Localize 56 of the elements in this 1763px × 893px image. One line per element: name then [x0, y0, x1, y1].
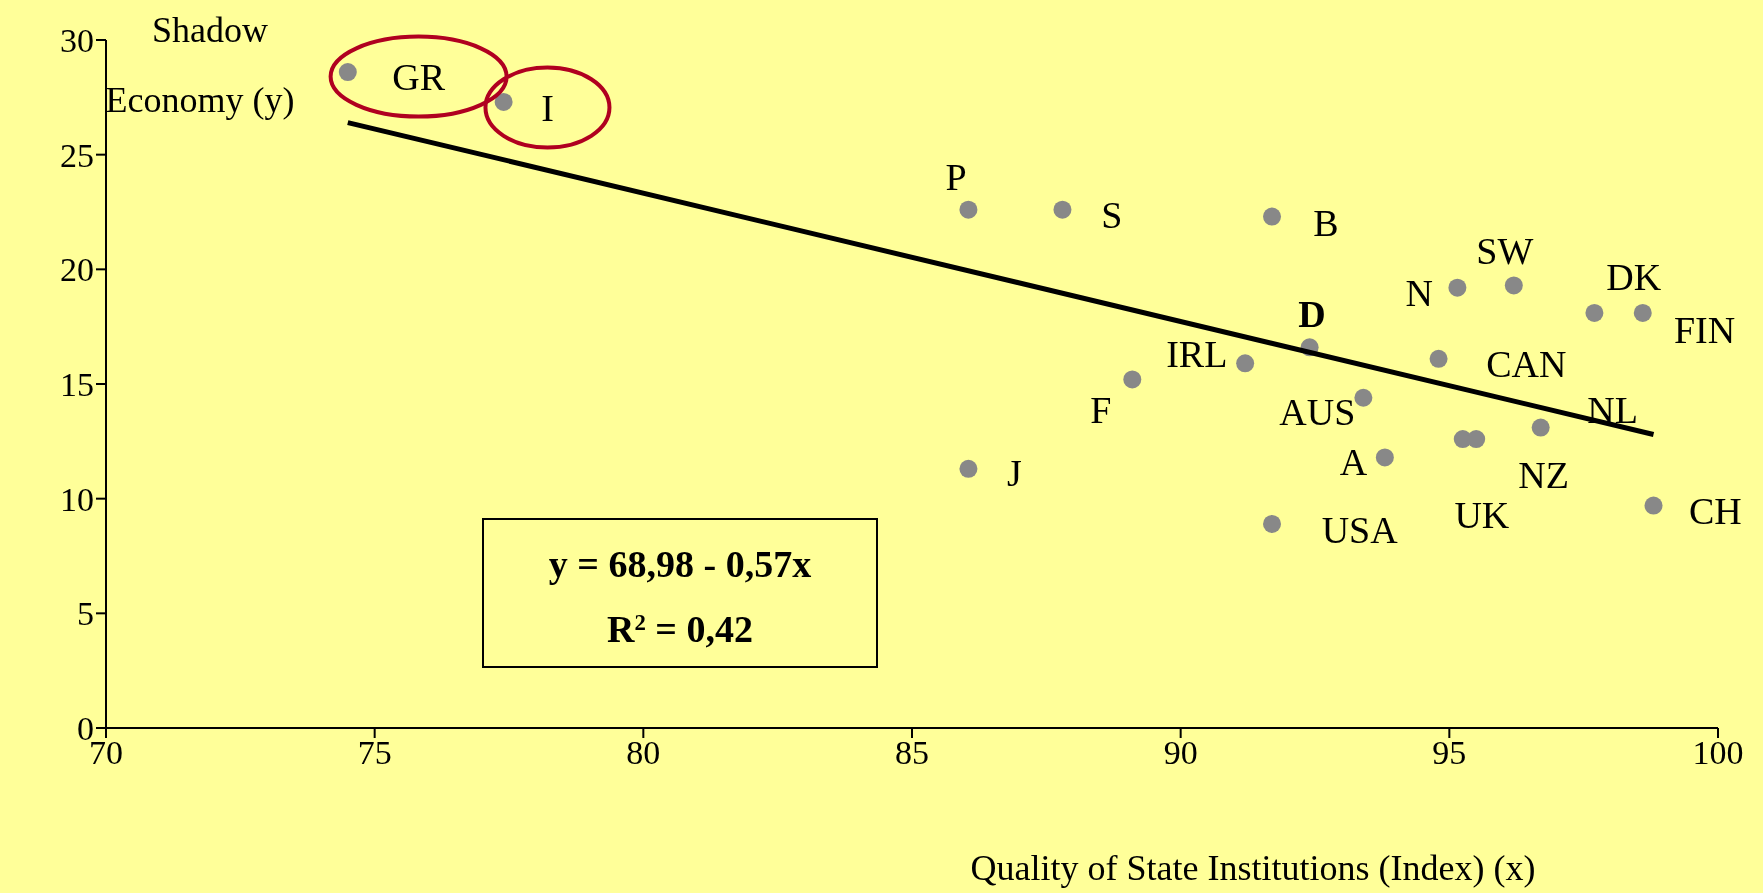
annotation: UK	[1454, 494, 1510, 537]
annotation: N	[1405, 272, 1433, 315]
point	[1531, 418, 1550, 437]
point	[1263, 207, 1282, 226]
x-tick-label: 90	[1163, 734, 1198, 772]
point	[1448, 278, 1467, 297]
y-axis-title: Shadow Economy (y)	[105, 10, 295, 120]
point	[1123, 370, 1142, 389]
x-tick-label: 95	[1432, 734, 1467, 772]
annotation: NZ	[1518, 454, 1569, 497]
annotation: USA	[1321, 508, 1399, 551]
y-tick-label: 20	[60, 251, 94, 289]
point	[1585, 303, 1604, 322]
x-tick-label: 100	[1692, 734, 1744, 772]
point	[1504, 276, 1523, 295]
annotation: D	[1298, 292, 1326, 335]
annotation: I	[541, 86, 554, 129]
y-tick-label: 10	[60, 480, 94, 518]
annotation: y = 68,98 - 0,57x	[548, 543, 812, 585]
annotation: NL	[1587, 388, 1638, 431]
point	[1467, 430, 1486, 449]
point	[338, 63, 357, 82]
point	[1354, 388, 1373, 407]
annotation: IRL	[1166, 333, 1228, 376]
point	[1633, 303, 1652, 322]
point	[1263, 514, 1282, 533]
y-tick-label: 5	[77, 595, 94, 633]
annotation: CAN	[1486, 343, 1567, 386]
annotation: S	[1101, 194, 1123, 237]
annotation: SW	[1476, 229, 1534, 272]
point	[959, 459, 978, 478]
annotation: FIN	[1673, 308, 1736, 351]
annotation: DK	[1606, 255, 1662, 298]
point	[959, 200, 978, 219]
x-axis-title: Quality of State Institutions (Index) (x)	[970, 848, 1536, 888]
point	[494, 92, 513, 111]
y-tick-label: 30	[60, 22, 94, 60]
point	[1375, 448, 1394, 467]
annotation: GR	[392, 55, 446, 98]
x-tick-label: 75	[357, 734, 392, 772]
point	[1429, 349, 1448, 368]
annotation: AUS	[1279, 391, 1356, 434]
annotation: R$^{2}$ = 0,42	[606, 608, 754, 650]
annotation: CH	[1688, 490, 1742, 533]
y-tick-label: 15	[60, 366, 94, 404]
point	[1053, 200, 1072, 219]
annotation: B	[1313, 202, 1339, 245]
point	[1236, 354, 1255, 373]
annotation: A	[1339, 440, 1368, 483]
annotation: J	[1007, 452, 1022, 495]
x-tick-label: 85	[895, 734, 929, 772]
y-tick-label: 25	[60, 136, 94, 174]
annotation: F	[1090, 388, 1112, 431]
point	[1644, 496, 1663, 515]
annotation: P	[945, 156, 967, 199]
x-tick-label: 80	[626, 734, 661, 772]
